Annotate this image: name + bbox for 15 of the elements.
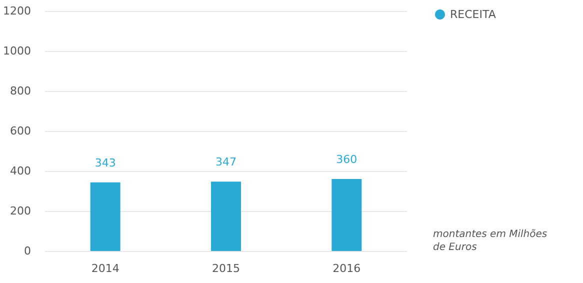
y-tick-label: 1200: [2, 4, 31, 18]
x-tick-label: 2016: [332, 262, 361, 275]
text: montantes em Milhões de Euros: [433, 229, 548, 253]
legend-label: RECEITA: [450, 8, 496, 21]
y-tick-label: 400: [10, 164, 31, 178]
y-tick-label: 600: [10, 124, 31, 138]
data-label: 343: [94, 156, 116, 170]
y-tick-label: 1000: [2, 44, 31, 58]
y-tick-label: 200: [10, 204, 31, 218]
x-tick-label: 2015: [212, 262, 240, 275]
x-tick-label: 2014: [91, 262, 120, 275]
y-tick-label: 0: [24, 244, 31, 258]
data-label: 360: [336, 153, 358, 166]
y-tick-label: 800: [10, 84, 31, 98]
data-label: 347: [215, 156, 236, 169]
